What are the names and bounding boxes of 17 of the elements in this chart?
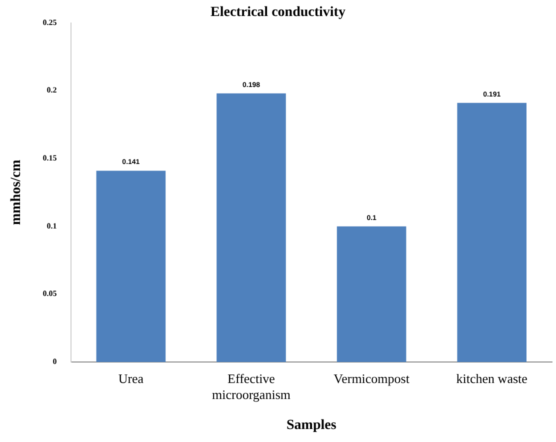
x-axis-title: Samples (286, 418, 337, 434)
y-axis-title: mmhos/cm (9, 159, 24, 226)
bar (336, 226, 406, 362)
bar (216, 93, 286, 362)
y-tick-label: 0.25 (42, 18, 57, 27)
x-tick-label: Urea (118, 371, 144, 386)
y-tick-label: 0.1 (46, 221, 57, 230)
x-tick-label: Vermicompost (334, 371, 410, 386)
x-tick-label: kitchen waste (456, 371, 528, 386)
x-tick-label: Effective microorganism (212, 371, 290, 402)
y-tick-label: 0.05 (42, 289, 57, 298)
bar (457, 102, 526, 362)
y-tick-label: 0.15 (42, 154, 57, 163)
bar (96, 170, 166, 362)
y-tick-label: 0.2 (46, 86, 57, 95)
chart-title: Electrical conductivity (210, 5, 346, 20)
y-tick-label: 0 (52, 357, 57, 366)
